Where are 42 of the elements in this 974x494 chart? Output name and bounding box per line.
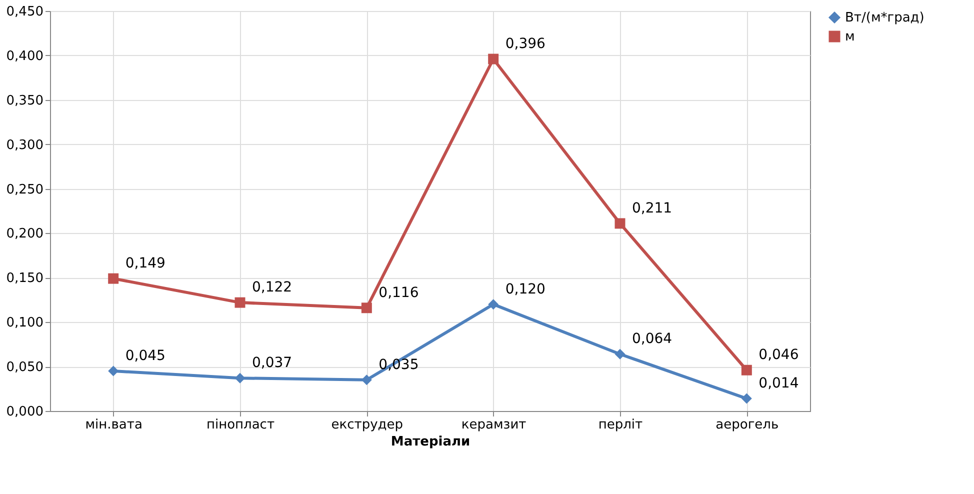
point: [361, 302, 372, 314]
data-label: 0,046: [758, 347, 799, 364]
x-tick-label: екструдер: [331, 418, 404, 432]
y-tick-label: 0,400: [6, 48, 44, 64]
data-label: 0,120: [505, 281, 546, 298]
legend-label: Вт/(м*град): [845, 10, 924, 26]
y-tick-label: 0,100: [6, 316, 44, 331]
x-tick-label: перліт: [598, 418, 644, 432]
point: [741, 364, 752, 376]
y-tick-label: 0,300: [6, 138, 44, 153]
data-label: 0,122: [252, 280, 292, 296]
y-tick-label: 0,050: [6, 360, 44, 376]
x-tick-label: аерогель: [716, 418, 779, 432]
point: [108, 273, 119, 284]
y-tick-label: 0,250: [6, 182, 44, 198]
x-axis-title: Матеріали: [390, 434, 470, 450]
point: [488, 299, 499, 310]
point: [614, 348, 626, 360]
data-label: 0,396: [505, 36, 546, 52]
data-label: 0,116: [378, 284, 419, 301]
point: [234, 297, 246, 308]
x-tick-label: пінопласт: [206, 418, 275, 432]
point: [488, 54, 499, 64]
data-label: 0,014: [758, 376, 799, 392]
x-tick-label: мін.вата: [85, 418, 142, 432]
point: [741, 393, 752, 404]
y-tick-label: 0,000: [6, 404, 44, 420]
point: [108, 366, 119, 376]
data-label: 0,037: [252, 355, 292, 372]
y-tick-label: 0,350: [6, 93, 44, 108]
point: [614, 218, 626, 229]
data-label: 0,064: [632, 331, 672, 348]
y-tick-label: 0,450: [6, 4, 44, 20]
x-tick-label: керамзит: [461, 418, 527, 432]
point: [361, 374, 372, 386]
data-label: 0,045: [125, 348, 166, 364]
y-tick-label: 0,150: [6, 271, 44, 286]
legend-label: м: [845, 30, 855, 44]
y-tick-label: 0,200: [6, 226, 44, 242]
point: [234, 372, 246, 384]
data-label: 0,149: [125, 256, 166, 272]
data-label: 0,211: [632, 200, 672, 216]
